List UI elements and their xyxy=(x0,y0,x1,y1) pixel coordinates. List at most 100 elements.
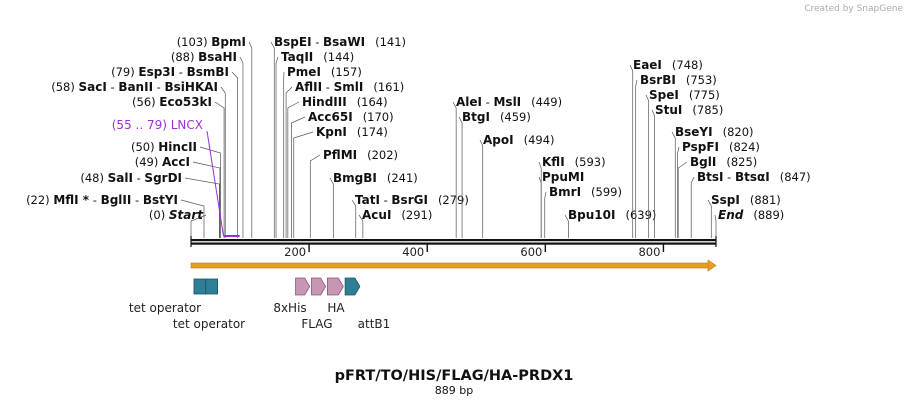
enzyme-name: AccI xyxy=(162,155,190,169)
enzyme-name: MslI xyxy=(493,95,521,109)
enzyme-site: BtgI (459) xyxy=(458,110,531,238)
enzyme-position: (0) xyxy=(149,208,169,222)
enzyme-name: BglII xyxy=(101,193,132,207)
primer-label: (55 .. 79) LNCX xyxy=(112,118,203,132)
enzyme-position: - xyxy=(724,170,735,184)
enzyme-label: Bpu10I (639) xyxy=(568,208,656,222)
enzyme-position: (825) xyxy=(726,155,757,169)
enzyme-site: AleI - MslI (449) xyxy=(452,95,562,238)
enzyme-name: BsrBI xyxy=(640,73,676,87)
enzyme-position: (889) xyxy=(753,208,784,222)
enzyme-leader xyxy=(544,191,547,238)
enzyme-leader xyxy=(309,154,321,238)
enzyme-position: (494) xyxy=(524,133,555,147)
enzyme-label: End (889) xyxy=(718,208,784,222)
feature-attb1: attB1 xyxy=(344,277,390,331)
enzyme-label: (58) SacI - BanII - BsiHKAI xyxy=(51,80,218,94)
enzyme-name: Acc65I xyxy=(308,110,353,124)
enzyme-label: AcuI (291) xyxy=(362,208,432,222)
enzyme-leader xyxy=(651,109,655,238)
enzyme-name: BmgBI xyxy=(333,171,377,185)
feature-label: tet operator xyxy=(129,301,201,315)
enzyme-position: (775) xyxy=(689,88,720,102)
enzyme-position: - xyxy=(322,80,333,94)
enzyme-position: (449) xyxy=(531,95,562,109)
enzyme-leader xyxy=(180,199,205,238)
feature-tet-operator: tet operator xyxy=(129,278,207,315)
enzyme-leader xyxy=(479,139,484,238)
enzyme-position: (593) xyxy=(575,155,606,169)
enzyme-label: (22) MflI * - BglII - BstYI xyxy=(26,193,178,207)
enzyme-position: - xyxy=(175,65,186,79)
map-title: pFRT/TO/HIS/FLAG/HA-PRDX1 xyxy=(335,368,574,384)
enzyme-label: BglI (825) xyxy=(690,155,757,169)
enzyme-label: KpnI (174) xyxy=(316,125,388,139)
enzyme-label: PpuMI xyxy=(542,170,584,184)
enzyme-position: - xyxy=(133,171,144,185)
enzyme-position: - xyxy=(482,95,493,109)
enzyme-leader xyxy=(291,116,306,238)
enzyme-position: (785) xyxy=(692,103,723,117)
enzyme-name: AcuI xyxy=(362,208,391,222)
enzyme-leader xyxy=(690,176,695,238)
enzyme-name: PflMI xyxy=(323,148,357,162)
enzyme-position: (824) xyxy=(729,140,760,154)
enzyme-leader xyxy=(192,161,221,238)
enzyme-name: BstYI xyxy=(143,193,178,207)
enzyme-leader xyxy=(293,131,314,238)
enzyme-leader xyxy=(452,101,457,238)
enzyme-site: AflII - SmlI (161) xyxy=(285,80,404,238)
scale-tick-label: 400 xyxy=(402,245,424,259)
enzyme-leader xyxy=(351,199,357,238)
feature-arrow xyxy=(295,277,311,296)
feature-box xyxy=(205,278,218,295)
enzyme-site: StuI (785) xyxy=(651,103,723,238)
feature-label: FLAG xyxy=(301,317,332,331)
scale-tick-label: 800 xyxy=(638,245,660,259)
enzyme-position: (141) xyxy=(375,35,406,49)
enzyme-name: EaeI xyxy=(633,58,662,72)
enzyme-label: PmeI (157) xyxy=(287,65,362,79)
enzyme-sites: (0) Start(22) MflI * - BglII - BstYI(48)… xyxy=(26,35,811,238)
enzyme-site: Bpu10I (639) xyxy=(564,208,656,238)
enzyme-label: BspEI - BsaWI (141) xyxy=(274,35,406,49)
enzyme-label: TatI - BsrGI (279) xyxy=(355,193,469,207)
orf-head xyxy=(707,259,717,272)
enzyme-name: BsrGI xyxy=(391,193,428,207)
orf-body xyxy=(190,262,710,269)
enzyme-leader xyxy=(629,64,634,238)
enzyme-position: (170) xyxy=(363,110,394,124)
primer-lncx: (55 .. 79) LNCX xyxy=(112,118,240,237)
enzyme-leader xyxy=(707,199,712,238)
enzyme-leader xyxy=(214,101,225,238)
enzyme-position: (50) xyxy=(131,140,158,154)
enzyme-position: - xyxy=(312,35,323,49)
enzyme-label: SpeI (775) xyxy=(649,88,720,102)
enzyme-leader xyxy=(329,177,334,238)
enzyme-leader xyxy=(270,41,275,238)
enzyme-position: (753) xyxy=(686,73,717,87)
enzyme-name: Bpu10I xyxy=(568,208,615,222)
enzyme-position: (174) xyxy=(357,125,388,139)
enzyme-name: BsiHKAI xyxy=(165,80,219,94)
enzyme-label: (50) HincII xyxy=(131,140,197,154)
enzyme-position: (241) xyxy=(387,171,418,185)
enzyme-name: BsaHI xyxy=(198,50,237,64)
enzyme-label: (103) BpmI xyxy=(177,35,246,49)
enzyme-site: (58) SacI - BanII - BsiHKAI xyxy=(51,80,226,238)
enzyme-position: (639) xyxy=(625,208,656,222)
enzyme-label: (56) Eco53kI xyxy=(132,95,212,109)
enzyme-site: (79) Esp3I - BsmBI xyxy=(111,65,239,238)
enzyme-label: ApoI (494) xyxy=(483,133,555,147)
enzyme-label: SspI (881) xyxy=(711,193,781,207)
enzyme-name: PmeI xyxy=(287,65,321,79)
enzyme-label: StuI (785) xyxy=(655,103,723,117)
enzyme-position: (748) xyxy=(672,58,703,72)
enzyme-site: (88) BsaHI xyxy=(171,50,244,238)
enzyme-site: PspFI (824) xyxy=(677,140,760,238)
enzyme-leader xyxy=(635,79,638,238)
enzyme-leader xyxy=(248,41,253,238)
enzyme-position: (599) xyxy=(591,185,622,199)
enzyme-leader xyxy=(285,86,293,238)
